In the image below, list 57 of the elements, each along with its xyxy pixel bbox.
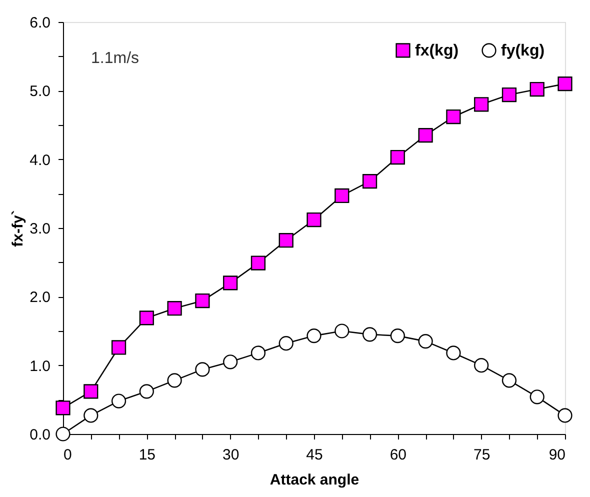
x-tick-label: 75 <box>473 446 490 464</box>
y-tick-label: 1.0 <box>30 358 50 375</box>
legend-label: fx(kg) <box>415 42 459 60</box>
point <box>56 426 70 442</box>
point <box>418 128 433 143</box>
point <box>195 293 210 308</box>
point <box>195 362 210 377</box>
point <box>278 336 294 351</box>
point <box>334 188 350 204</box>
y-axis-title: fx-fy` <box>10 210 27 247</box>
point <box>167 301 182 316</box>
point <box>139 384 154 399</box>
point <box>390 150 405 165</box>
point <box>334 324 350 338</box>
point <box>418 334 433 349</box>
y-tick-label: 4.0 <box>30 152 50 169</box>
y-tick-label: 6.0 <box>30 14 50 32</box>
point <box>474 358 489 373</box>
point <box>139 310 154 326</box>
point <box>111 394 126 408</box>
point <box>250 256 266 270</box>
y-tick-label: 2.0 <box>30 289 50 306</box>
point <box>84 384 98 399</box>
y-tick-label: 3.0 <box>30 220 50 238</box>
point <box>84 408 98 423</box>
point <box>446 346 461 360</box>
point <box>558 408 572 423</box>
point <box>306 328 322 344</box>
point <box>250 346 266 360</box>
legend-label: fy(kg) <box>501 42 545 60</box>
point <box>474 97 489 112</box>
point <box>362 327 378 342</box>
point <box>558 76 572 92</box>
y-tick-label: 5.0 <box>30 83 50 100</box>
x-tick-label: 90 <box>548 446 566 464</box>
point <box>502 87 517 102</box>
x-tick-label: 60 <box>390 446 407 464</box>
point <box>56 400 70 416</box>
point <box>111 340 126 355</box>
point <box>223 276 238 290</box>
point <box>306 212 322 228</box>
x-tick-label: 45 <box>306 446 323 464</box>
point <box>446 109 461 124</box>
x-tick-label: 15 <box>138 446 156 464</box>
x-tick-label: 30 <box>222 446 240 464</box>
point <box>362 174 378 189</box>
point <box>278 233 294 248</box>
annotation: 1.1m/s <box>91 50 140 67</box>
point <box>223 354 238 370</box>
point <box>530 82 544 97</box>
x-axis-title: Attack angle <box>270 472 360 488</box>
point <box>502 373 517 388</box>
point <box>167 373 182 388</box>
y-tick-label: 0.0 <box>30 426 50 444</box>
x-tick-label: 0 <box>64 446 72 464</box>
point <box>390 328 405 344</box>
point <box>530 390 544 404</box>
